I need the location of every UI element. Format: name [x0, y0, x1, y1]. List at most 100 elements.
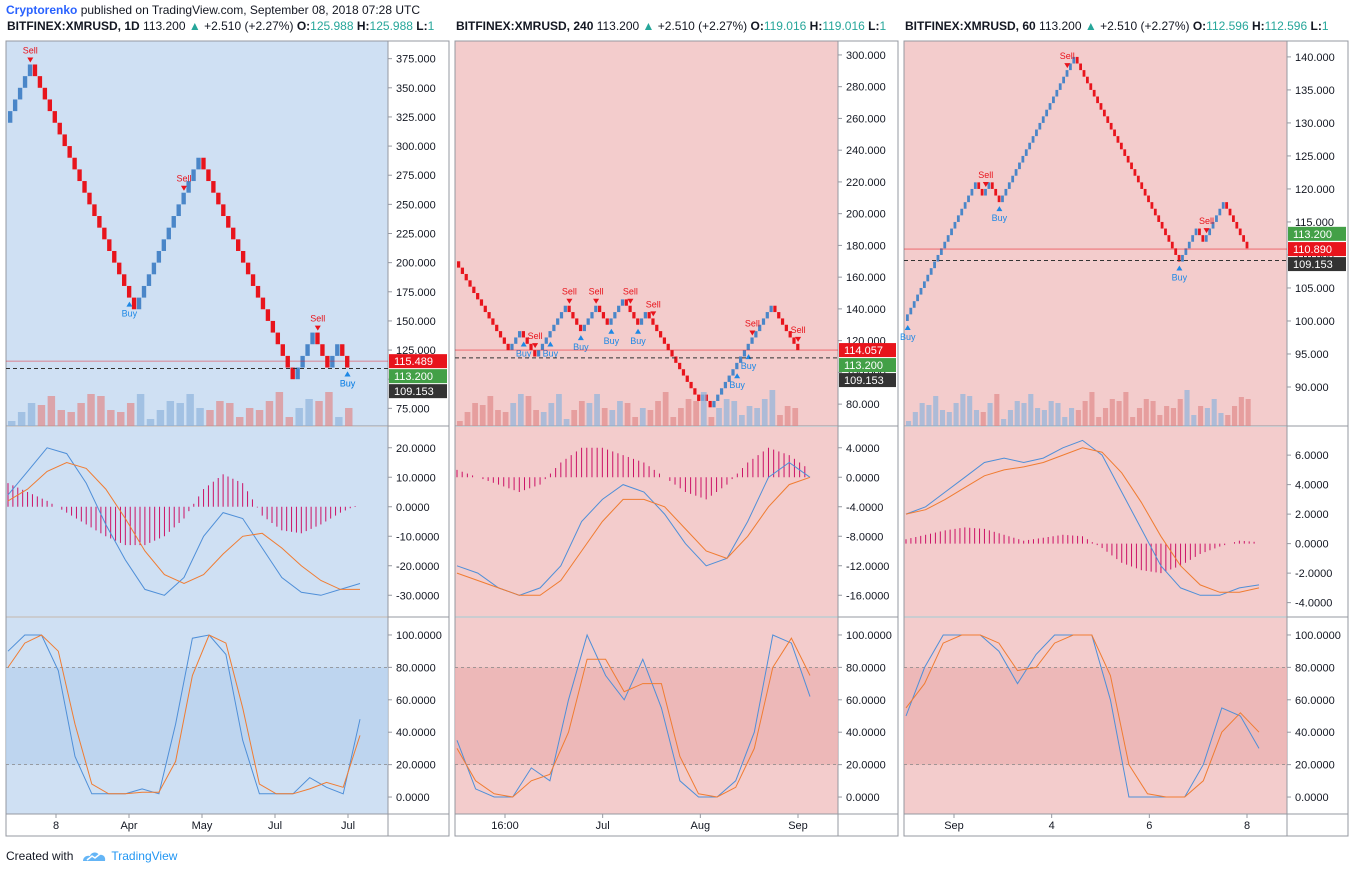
renko-brick — [578, 324, 583, 332]
price-tick-label: 75.000 — [396, 403, 430, 415]
price-tick-label: 140.000 — [1295, 52, 1335, 64]
author-link[interactable]: Cryptorenko — [6, 3, 78, 17]
volume-bar — [533, 410, 539, 426]
renko-brick — [628, 305, 632, 313]
sell-signal-label: Sell — [310, 314, 325, 324]
renko-brick — [719, 388, 724, 395]
time-tick-label: Apr — [120, 820, 137, 832]
renko-brick — [1116, 136, 1120, 143]
renko-brick — [8, 111, 13, 123]
renko-brick — [912, 301, 916, 308]
macd-tick-label: -30.0000 — [396, 590, 439, 602]
volume-bar — [107, 410, 115, 426]
renko-brick — [609, 318, 613, 325]
volume-bar — [67, 412, 75, 426]
renko-brick — [1092, 89, 1096, 97]
price-tick-label: 125.000 — [1295, 151, 1335, 163]
renko-brick — [1194, 228, 1198, 236]
renko-brick — [1177, 254, 1181, 262]
renko-brick — [335, 344, 340, 356]
volume-bar — [1157, 415, 1163, 426]
macd-tick-label: 6.0000 — [1295, 450, 1329, 462]
stoch-tick-label: 100.0000 — [396, 630, 442, 642]
up-triangle-icon: ▲ — [639, 19, 658, 33]
price-tick-label: 175.000 — [396, 287, 436, 299]
buy-signal-label: Buy — [741, 361, 757, 371]
renko-brick — [1201, 235, 1205, 242]
renko-brick — [916, 294, 919, 302]
macd-pane-bg — [6, 427, 388, 616]
renko-brick — [1204, 235, 1208, 242]
stoch-tick-label: 60.0000 — [1295, 695, 1335, 707]
price-label-text: 109.153 — [1293, 259, 1333, 271]
renko-brick — [62, 134, 67, 147]
renko-brick — [186, 181, 191, 193]
stoch-tick-label: 80.0000 — [846, 662, 886, 674]
renko-brick — [926, 274, 930, 282]
renko-brick — [510, 343, 514, 351]
renko-brick — [571, 312, 575, 319]
buy-signal-label: Buy — [516, 348, 532, 358]
sell-signal-label: Sell — [589, 287, 604, 297]
renko-brick — [1167, 235, 1171, 242]
volume-bar — [47, 396, 56, 426]
stoch-tick-label: 20.0000 — [396, 760, 436, 772]
renko-brick — [117, 262, 122, 275]
volume-bar — [37, 405, 46, 426]
volume-bar — [731, 401, 738, 426]
renko-brick — [1035, 129, 1038, 137]
renko-brick — [345, 355, 350, 368]
price-tick-label: 375.000 — [396, 54, 436, 66]
volume-bar — [1062, 417, 1068, 426]
renko-brick — [42, 87, 48, 100]
buy-arrow-icon — [734, 373, 741, 379]
volume-bar — [632, 417, 639, 426]
renko-brick — [548, 331, 552, 338]
volume-bar — [236, 417, 244, 426]
renko-brick — [1055, 89, 1059, 97]
sell-arrow-icon — [27, 57, 34, 63]
volume-bar — [487, 396, 494, 426]
renko-brick — [483, 305, 487, 313]
renko-brick — [987, 182, 991, 189]
renko-brick — [231, 227, 236, 240]
volume-bar — [739, 415, 745, 426]
renko-brick — [662, 337, 667, 344]
sell-arrow-icon — [749, 330, 756, 336]
tradingview-logo-icon[interactable] — [81, 848, 107, 864]
tradingview-link[interactable]: TradingView — [111, 849, 178, 863]
sell-arrow-icon — [627, 298, 634, 304]
chart-title: BITFINEX:XMRUSD, 1D 113.200 ▲ +2.510 (+2… — [7, 19, 435, 33]
renko-brick — [727, 375, 731, 382]
change-value: +2.510 (+2.27%) — [1100, 19, 1189, 33]
volume-bar — [662, 392, 669, 426]
renko-brick — [487, 312, 491, 319]
volume-bar — [117, 412, 125, 426]
renko-brick — [929, 268, 933, 275]
buy-arrow-icon — [904, 324, 911, 330]
up-triangle-icon: ▲ — [1082, 19, 1101, 33]
main-pane-bg — [455, 41, 838, 426]
created-with-text: Created with — [6, 849, 74, 863]
renko-brick — [37, 76, 43, 88]
renko-brick — [739, 356, 743, 363]
renko-bricks — [457, 261, 800, 408]
volume-bar — [926, 405, 932, 426]
macd-tick-label: -4.0000 — [1295, 598, 1332, 610]
sell-signal-label: Sell — [1199, 216, 1214, 226]
renko-brick — [216, 192, 221, 205]
renko-brick — [796, 343, 800, 351]
renko-brick — [1191, 235, 1195, 242]
renko-brick — [946, 235, 950, 242]
renko-brick — [1174, 248, 1178, 255]
price-label-badge — [839, 343, 896, 358]
buy-arrow-icon — [608, 328, 615, 334]
volume-bar — [784, 406, 791, 426]
renko-brick — [1123, 149, 1127, 156]
stoch-tick-label: 20.0000 — [846, 760, 886, 772]
renko-brick — [529, 343, 533, 351]
renko-bricks — [906, 56, 1249, 321]
renko-brick — [1011, 175, 1015, 183]
volume-bar — [77, 403, 85, 426]
renko-brick — [1062, 76, 1066, 84]
